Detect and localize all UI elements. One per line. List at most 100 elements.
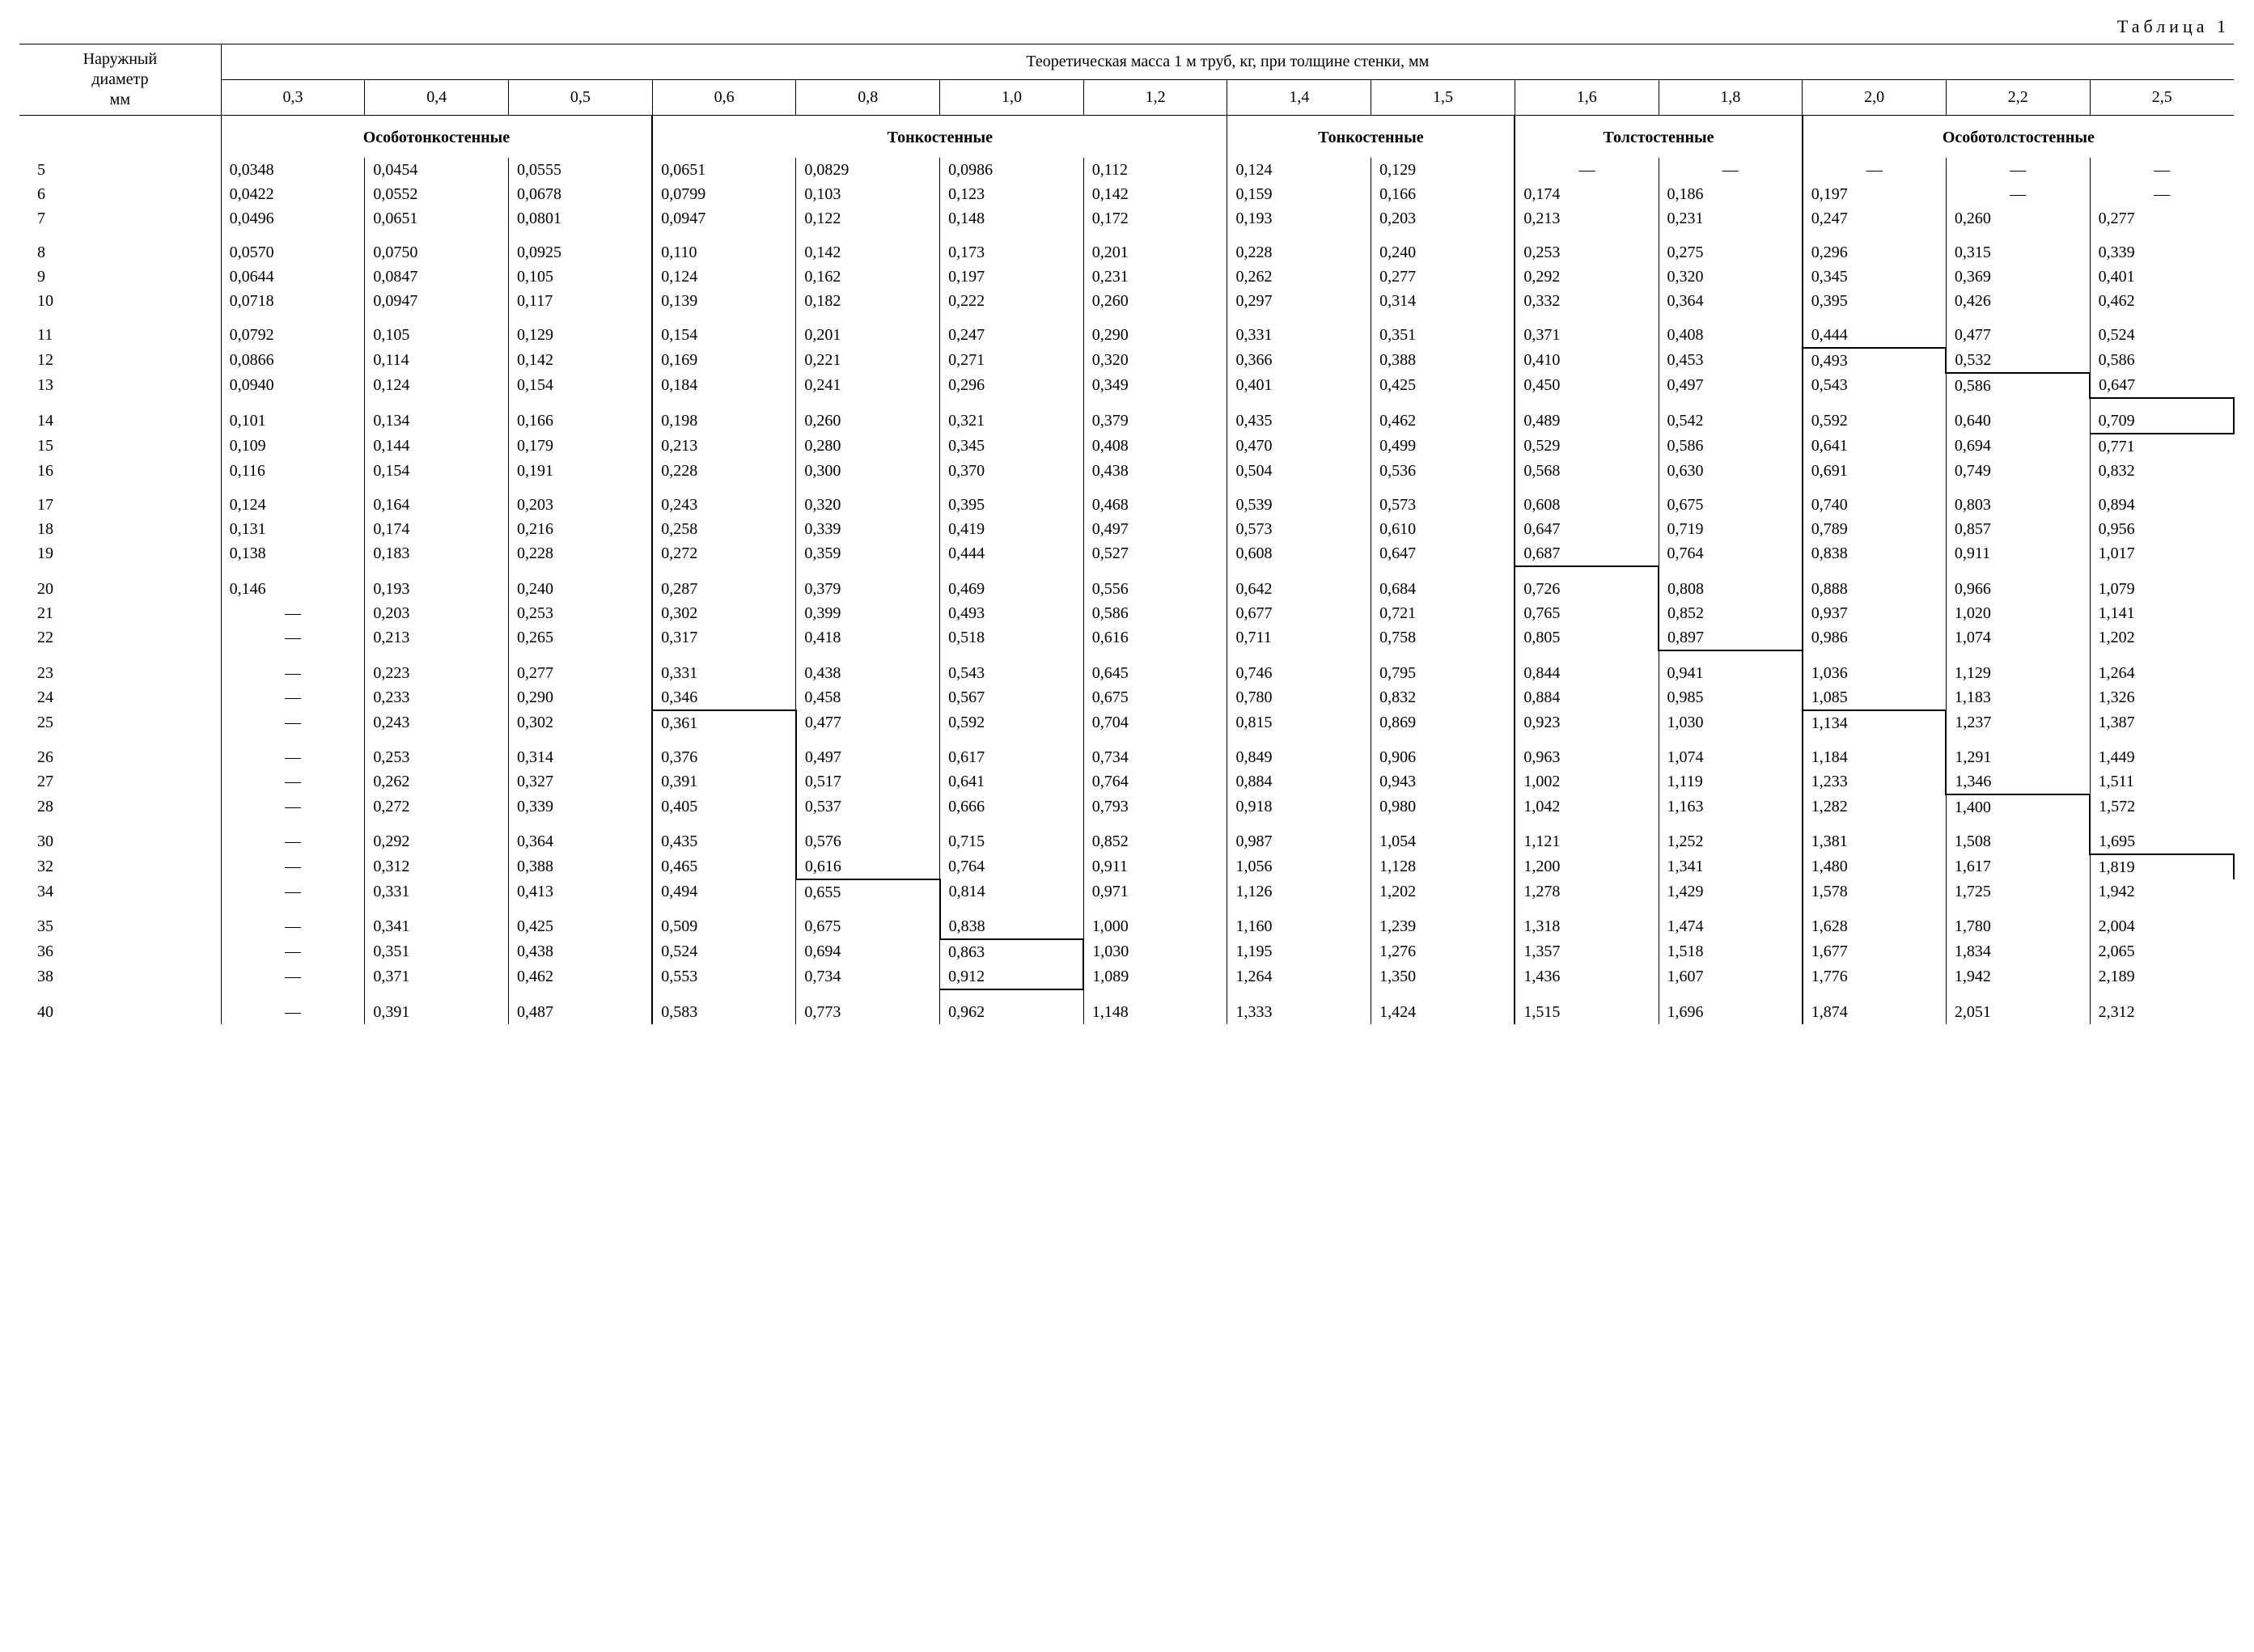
spacer-cell (2090, 313, 2234, 323)
value-cell: 0,146 (221, 577, 365, 601)
spacer-cell (652, 904, 796, 914)
value-cell: 0,0750 (365, 240, 509, 265)
value-cell: 0,351 (1371, 323, 1515, 348)
spacer-cell (2090, 483, 2234, 493)
value-cell: 0,0644 (221, 265, 365, 289)
value-cell: 0,894 (2090, 493, 2234, 517)
value-cell: 0,277 (1371, 265, 1515, 289)
value-cell: 0,366 (1227, 348, 1371, 373)
value-cell: 0,401 (1227, 373, 1371, 398)
value-cell: 0,321 (940, 409, 1084, 434)
value-cell: 0,832 (2090, 459, 2234, 483)
diameter-cell: 14 (19, 409, 221, 434)
spacer-cell (1946, 735, 2090, 745)
spacer-cell (796, 650, 940, 661)
value-cell: 0,808 (1659, 577, 1803, 601)
value-cell: 0,379 (1083, 409, 1227, 434)
value-cell: 0,277 (509, 661, 653, 685)
value-cell: 0,497 (796, 745, 940, 769)
value-cell: 1,291 (1946, 745, 2090, 769)
value-cell: 0,105 (509, 265, 653, 289)
value-cell: 0,243 (652, 493, 796, 517)
value-cell: 0,425 (509, 914, 653, 939)
spacer-cell (940, 483, 1084, 493)
spacer-cell (365, 398, 509, 409)
spacer-cell (221, 231, 365, 240)
value-cell: 0,675 (1083, 685, 1227, 710)
value-cell: 0,129 (1371, 158, 1515, 182)
value-cell: 0,477 (796, 710, 940, 735)
spacer-cell (796, 566, 940, 577)
value-cell: 0,184 (652, 373, 796, 398)
value-cell: 0,320 (1083, 348, 1227, 373)
value-cell: 1,264 (1227, 964, 1371, 989)
value-cell: 0,832 (1371, 685, 1515, 710)
value-cell: 0,174 (365, 517, 509, 541)
diameter-cell: 32 (19, 854, 221, 879)
diameter-cell: 21 (19, 601, 221, 625)
spacer-cell (19, 904, 221, 914)
value-cell: 0,844 (1515, 661, 1659, 685)
value-cell: 1,572 (2090, 794, 2234, 820)
value-cell: 0,583 (652, 1000, 796, 1024)
value-cell: 1,074 (1946, 625, 2090, 650)
value-cell: 0,468 (1083, 493, 1227, 517)
diameter-cell: 13 (19, 373, 221, 398)
spacer-cell (19, 566, 221, 577)
value-cell: 0,183 (365, 541, 509, 566)
value-cell: 1,346 (1946, 769, 2090, 794)
value-cell: 0,0570 (221, 240, 365, 265)
value-cell: 0,345 (1803, 265, 1947, 289)
value-cell: 0,641 (940, 769, 1084, 794)
value-cell: 0,458 (796, 685, 940, 710)
value-cell: 1,695 (2090, 829, 2234, 854)
col-header-thickness: 1,2 (1083, 80, 1227, 116)
value-cell: 1,874 (1803, 1000, 1947, 1024)
spacer-cell (1946, 398, 2090, 409)
value-cell: 0,331 (365, 879, 509, 904)
value-cell: 1,141 (2090, 601, 2234, 625)
value-cell: 0,0799 (652, 182, 796, 206)
spacer-cell (1371, 231, 1515, 240)
value-cell: 1,079 (2090, 577, 2234, 601)
spacer-cell (1083, 313, 1227, 323)
value-cell: 0,941 (1659, 661, 1803, 685)
value-cell: 0,493 (1803, 348, 1947, 373)
value-cell: 1,264 (2090, 661, 2234, 685)
value-cell: 0,453 (1659, 348, 1803, 373)
value-cell: 0,0422 (221, 182, 365, 206)
value-cell: 0,193 (1227, 206, 1371, 231)
spacer-cell (509, 231, 653, 240)
value-cell: 0,814 (940, 879, 1084, 904)
value-cell: 0,539 (1227, 493, 1371, 517)
diameter-cell: 6 (19, 182, 221, 206)
spacer-cell (940, 231, 1084, 240)
value-cell: 0,159 (1227, 182, 1371, 206)
value-cell: 0,388 (509, 854, 653, 879)
spacer-cell (365, 904, 509, 914)
diameter-cell: 34 (19, 879, 221, 904)
value-cell: 0,543 (940, 661, 1084, 685)
spacer-cell (1946, 566, 2090, 577)
value-cell: 0,221 (796, 348, 940, 373)
value-cell: 0,666 (940, 794, 1084, 820)
value-cell: 0,391 (365, 1000, 509, 1024)
value-cell: 0,527 (1083, 541, 1227, 566)
value-cell: 0,863 (940, 939, 1084, 964)
spacer-cell (509, 483, 653, 493)
value-cell: 1,126 (1227, 879, 1371, 904)
value-cell: — (221, 661, 365, 685)
value-cell: 0,359 (796, 541, 940, 566)
value-cell: 0,884 (1515, 685, 1659, 710)
value-cell: 0,529 (1515, 434, 1659, 459)
value-cell: 0,616 (1083, 625, 1227, 650)
value-cell: 0,462 (509, 964, 653, 989)
value-cell: 0,213 (1515, 206, 1659, 231)
value-cell: 1,326 (2090, 685, 2234, 710)
spacer-cell (2090, 820, 2234, 829)
value-cell: 0,504 (1227, 459, 1371, 483)
value-cell: 1,942 (2090, 879, 2234, 904)
value-cell: 0,275 (1659, 240, 1803, 265)
spacer-cell (365, 735, 509, 745)
spacer-cell (796, 989, 940, 1000)
